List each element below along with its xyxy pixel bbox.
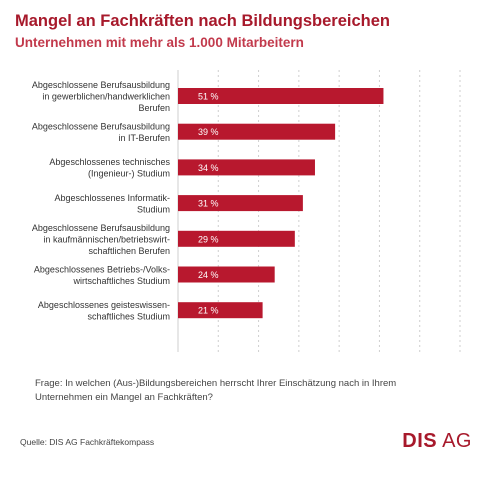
bar-value-label: 39 % [198, 127, 219, 137]
bar-value-label: 29 % [198, 234, 219, 244]
category-label: Abgeschlossenes Informatik- [54, 193, 170, 203]
bar-value-label: 24 % [198, 270, 219, 280]
category-label: in gewerblichen/handwerklichen [42, 92, 170, 102]
logo-bold-text: DIS [402, 430, 438, 452]
bar-value-label: 34 % [198, 163, 219, 173]
source-note: Quelle: DIS AG Fachkräftekompass [20, 437, 155, 447]
bar [178, 195, 303, 212]
category-label: Studium [137, 204, 170, 214]
bar-value-label: 21 % [198, 306, 219, 316]
category-label: Abgeschlossene Berufsausbildung [32, 121, 170, 131]
category-label: in kaufmännischen/betriebswirt- [43, 234, 170, 244]
category-label: Abgeschlossene Berufsausbildung [32, 223, 170, 233]
bar [178, 159, 315, 176]
logo-text: AG [437, 430, 472, 452]
category-label: Berufen [138, 103, 170, 113]
bar [178, 123, 336, 140]
category-label: Abgeschlossenes technisches [49, 157, 170, 167]
bar [178, 88, 384, 104]
category-label: (Ingenieur-) Studium [88, 169, 170, 179]
category-label: in IT-Berufen [118, 133, 170, 143]
bar [178, 266, 275, 283]
bar-value-label: 31 % [198, 199, 219, 209]
category-label: schaftliches Studium [87, 311, 170, 321]
bar-value-label: 51 % [198, 92, 219, 102]
chart-title: Mangel an Fachkräften nach Bildungsberei… [15, 12, 390, 30]
category-label: Abgeschlossenes Betriebs-/Volks- [34, 264, 170, 274]
category-label: wirtschaftliches Studium [72, 276, 170, 286]
survey-question-note: Frage: In welchen (Aus-)Bildungsbereiche… [35, 378, 397, 403]
chart-subtitle: Unternehmen mit mehr als 1.000 Mitarbeit… [15, 35, 304, 50]
bar [178, 302, 263, 319]
bar [178, 230, 295, 247]
category-label: schaftlichen Berufen [88, 246, 170, 256]
dis-ag-logo: DIS AG [402, 430, 472, 453]
category-label: Abgeschlossene Berufsausbildung [32, 80, 170, 90]
category-label: Abgeschlossenes geisteswissen- [38, 300, 170, 310]
